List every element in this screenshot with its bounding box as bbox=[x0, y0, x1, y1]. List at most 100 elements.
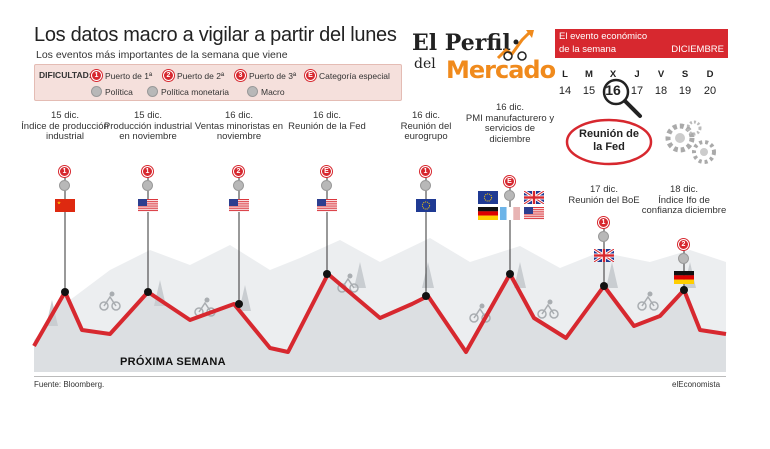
page-title: Los datos macro a vigilar a partir del l… bbox=[34, 24, 397, 46]
calendar-day: 15 bbox=[582, 85, 596, 97]
badge-3-icon: 3 bbox=[235, 70, 246, 81]
cyclist-logo-icon bbox=[496, 30, 534, 61]
legend-type-monetary: Política monetaria bbox=[147, 86, 229, 97]
flag-uk-icon bbox=[524, 191, 544, 204]
calendar-day: 18 bbox=[654, 85, 668, 97]
calendar-weekday: L bbox=[562, 69, 568, 80]
badge-1-icon: 1 bbox=[91, 70, 102, 81]
source-note: Fuente: Bloomberg. bbox=[34, 380, 105, 389]
summit-marker bbox=[422, 292, 430, 300]
legend-item-cat3: 3 Puerto de 3ª bbox=[235, 70, 296, 81]
event-date: 16 dic. bbox=[313, 110, 341, 121]
event-label: 16 dic. Ventas minoristas en noviembre bbox=[194, 110, 284, 143]
politics-icon bbox=[420, 180, 431, 191]
flag-cn-icon bbox=[55, 199, 75, 212]
calendar-day: 20 bbox=[703, 85, 717, 97]
footer-divider bbox=[34, 376, 726, 377]
flag-us-icon bbox=[138, 199, 158, 212]
legend-item-label: Puerto de 1ª bbox=[105, 70, 153, 81]
event-label: 18 dic. Índice Ifo de confianza diciembre bbox=[639, 184, 729, 217]
route-line bbox=[32, 272, 727, 354]
event-name: Ventas minoristas en noviembre bbox=[194, 120, 284, 142]
tree-icon bbox=[354, 262, 366, 288]
event-name: Reunión del eurogrupo bbox=[400, 120, 452, 142]
difficulty-badge: 1 bbox=[142, 166, 153, 177]
event-name: Producción industrial en noviembre bbox=[103, 120, 193, 142]
summit-marker bbox=[600, 282, 608, 290]
event-name: Reunión del BoE bbox=[568, 194, 640, 206]
summit-marker bbox=[61, 288, 69, 296]
event-label: 15 dic. Producción industrial en noviembr… bbox=[103, 110, 193, 143]
calendar-weekday: J bbox=[634, 69, 640, 80]
legend-box: DIFICULTAD: 1 Puerto de 1ª 2 Puerto de 2… bbox=[34, 64, 402, 101]
calendar-month: DICIEMBRE bbox=[671, 44, 724, 55]
event-date: 15 dic. bbox=[51, 110, 79, 121]
tree-icon bbox=[422, 262, 434, 288]
flag-uk-icon bbox=[594, 249, 614, 262]
legend-type-politics: Política bbox=[91, 86, 133, 97]
flag-us-icon bbox=[229, 199, 249, 212]
macro-icon bbox=[504, 190, 515, 201]
summit-marker bbox=[235, 300, 243, 308]
legend-item-cat2: 2 Puerto de 2ª bbox=[163, 70, 224, 81]
legend-type-macro: Macro bbox=[247, 86, 285, 97]
event-date: 17 dic. bbox=[590, 184, 618, 195]
badge-2-icon: 2 bbox=[163, 70, 174, 81]
monetary-policy-icon bbox=[598, 231, 609, 242]
difficulty-badge: 1 bbox=[598, 217, 609, 228]
cyclist-icon bbox=[469, 303, 491, 323]
monetary-policy-icon bbox=[321, 180, 332, 191]
flag-eu-icon bbox=[416, 199, 436, 212]
badge-e-icon: E bbox=[305, 70, 316, 81]
calendar-day-selected: 16 bbox=[605, 82, 621, 98]
summit-marker bbox=[323, 270, 331, 278]
calendar-title-line2: de la semana bbox=[559, 44, 617, 55]
legend-type-label: Política monetaria bbox=[161, 86, 230, 97]
event-label: 15 dic. Índice de producción industrial bbox=[20, 110, 110, 143]
event-date: 16 dic. bbox=[496, 102, 524, 113]
calendar-weekday: X bbox=[609, 69, 617, 80]
difficulty-badge: E bbox=[321, 166, 332, 177]
difficulty-badge: 2 bbox=[678, 239, 689, 250]
event-date: 15 dic. bbox=[134, 110, 162, 121]
event-date: 18 dic. bbox=[670, 184, 698, 195]
logo-mercado: Mercado bbox=[446, 56, 556, 84]
gears-icon bbox=[665, 120, 716, 164]
tree-icon bbox=[606, 262, 618, 288]
cyclist-icon bbox=[99, 291, 121, 311]
calendar-weekday: S bbox=[681, 69, 689, 80]
legend-item-label: Categoría especial bbox=[319, 70, 390, 81]
week-label: PRÓXIMA SEMANA bbox=[120, 356, 226, 368]
tree-icon bbox=[514, 262, 526, 288]
event-label: 17 dic. Reunión del BoE bbox=[559, 184, 649, 206]
calendar-day: 17 bbox=[630, 85, 644, 97]
legend-item-label: Puerto de 3ª bbox=[249, 70, 297, 81]
event-name: Reunión de la Fed bbox=[288, 120, 366, 132]
summit-marker bbox=[680, 286, 688, 294]
calendar-weekday: V bbox=[657, 69, 665, 80]
calendar-event-label: Reunión de la Fed bbox=[579, 128, 639, 153]
macro-icon bbox=[59, 180, 70, 191]
legend-type-label: Macro bbox=[261, 86, 285, 97]
event-date: 16 dic. bbox=[225, 110, 253, 121]
event-date: 16 dic. bbox=[412, 110, 440, 121]
cyclist-icon bbox=[537, 299, 559, 319]
event-label: 16 dic. PMI manufacturero y servicios de … bbox=[465, 102, 555, 145]
difficulty-badge: 2 bbox=[233, 166, 244, 177]
flag-de-icon bbox=[674, 271, 694, 284]
legend-difficulty-label: DIFICULTAD: bbox=[39, 70, 92, 80]
difficulty-badge: E bbox=[504, 176, 515, 187]
summit-marker bbox=[506, 270, 514, 278]
event-name: PMI manufacturero y servicios de diciemb… bbox=[465, 112, 555, 145]
logo-title: El Perfil bbox=[412, 30, 511, 56]
legend-item-label: Puerto de 2ª bbox=[177, 70, 225, 81]
legend-item-special: E Categoría especial bbox=[305, 70, 390, 81]
legend-difficulty: DIFICULTAD: bbox=[39, 70, 92, 80]
page-subtitle: Los eventos más importantes de la semana… bbox=[36, 49, 288, 61]
logo-del: del bbox=[414, 56, 436, 72]
calendar-day: 19 bbox=[678, 85, 692, 97]
event-label: 16 dic. Reunión del eurogrupo bbox=[381, 110, 471, 143]
cyclist-icon bbox=[637, 291, 659, 311]
politics-icon bbox=[91, 86, 102, 97]
